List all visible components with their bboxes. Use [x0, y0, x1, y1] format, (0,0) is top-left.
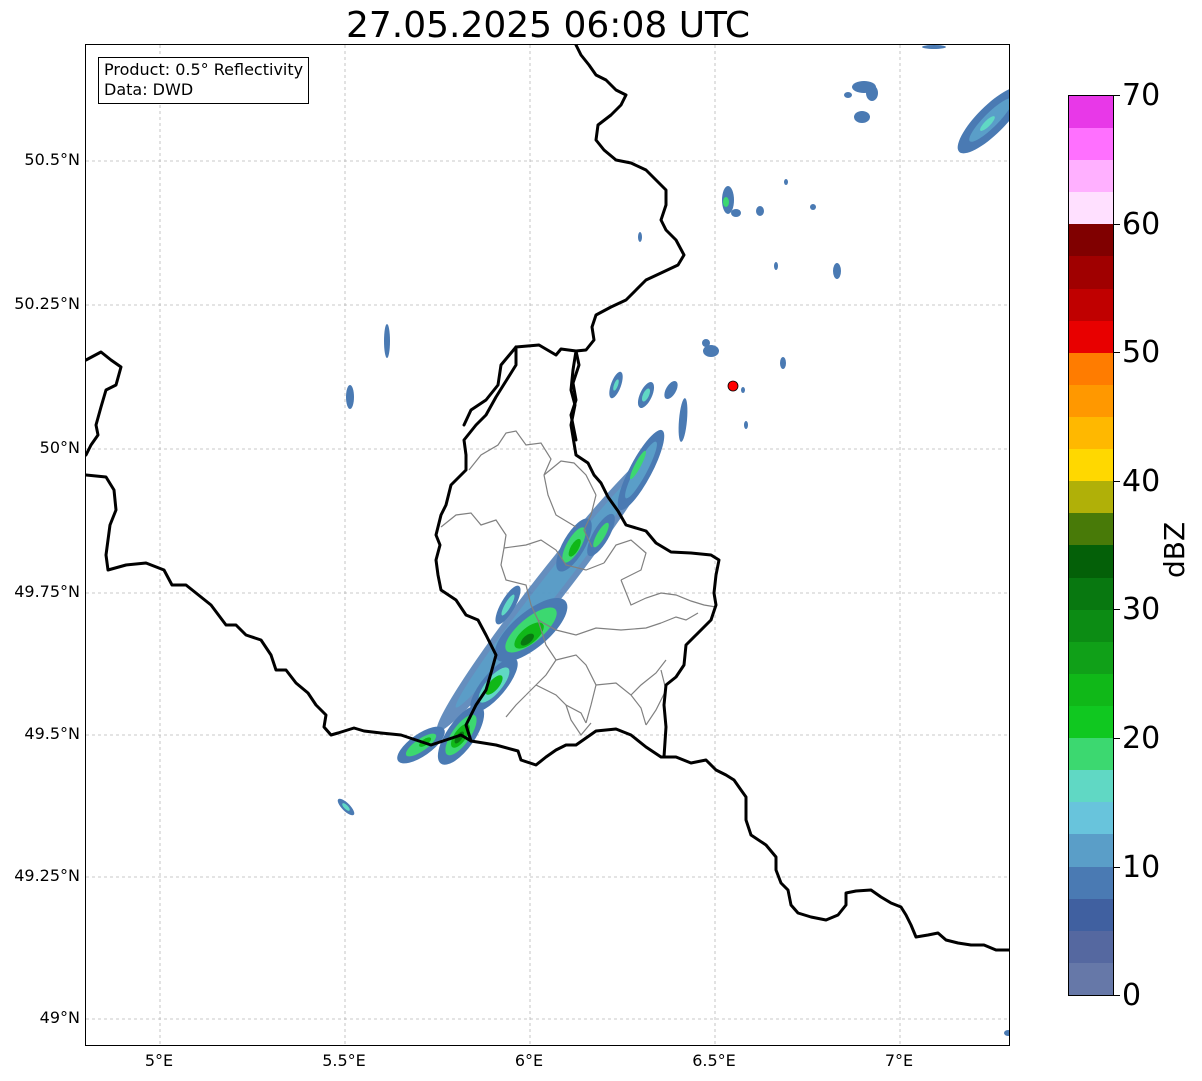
colorbar-segment [1069, 706, 1113, 739]
cbar-tick-mark-50 [1114, 352, 1120, 353]
national-borders [86, 45, 1009, 952]
cbar-tick-mark-70 [1114, 95, 1120, 96]
echo-cell-j [664, 380, 678, 400]
lon-tick-7: 7°E [884, 1051, 914, 1070]
cbar-tick-mark-10 [1114, 867, 1120, 868]
echo-cell-c2 [495, 585, 521, 625]
colorbar-segment [1069, 577, 1113, 610]
cbar-tick-70: 70 [1122, 78, 1161, 113]
colorbar-segment [1069, 866, 1113, 899]
echo-ne [957, 86, 1009, 154]
cbar-tick-60: 60 [1122, 207, 1161, 242]
colorbar-segment [1069, 256, 1113, 289]
colorbar-segment [1069, 481, 1113, 514]
colorbar-segment [1069, 738, 1113, 771]
product-info-box: Product: 0.5° Reflectivity Data: DWD [98, 57, 310, 104]
echo-cell-f [617, 429, 665, 511]
colorbar-segment [1069, 352, 1113, 385]
colorbar-segment [1069, 609, 1113, 642]
colorbar-segment [1069, 641, 1113, 674]
colorbar-segment [1069, 449, 1113, 482]
colorbar-segment [1069, 384, 1113, 418]
echo-cell-e [587, 513, 615, 557]
gridlines [86, 45, 1009, 1045]
region-borders [440, 430, 717, 737]
lon-tick-5-5: 5.5°E [322, 1051, 366, 1070]
cbar-tick-mark-30 [1114, 609, 1120, 610]
lat-tick-49-75: 49.75°N [14, 582, 80, 601]
colorbar-segment [1069, 95, 1113, 129]
echo-cell-h [609, 371, 623, 399]
cbar-tick-0: 0 [1122, 978, 1142, 1013]
lat-tick-49-5: 49.5°N [24, 724, 80, 743]
cbar-tick-50: 50 [1122, 335, 1161, 370]
colorbar-label: dBZ [1158, 521, 1191, 578]
radar-site-marker [727, 380, 739, 392]
lat-tick-49: 49°N [39, 1008, 80, 1027]
lat-tick-50-5: 50.5°N [24, 150, 80, 169]
cbar-tick-20: 20 [1122, 721, 1161, 756]
map-canvas [86, 45, 1009, 1045]
colorbar-segment [1069, 930, 1113, 963]
echo-cell-c [494, 597, 568, 663]
colorbar-segment [1069, 192, 1113, 225]
data-source-label: Data: DWD [104, 80, 194, 99]
colorbar-segment [1069, 545, 1113, 578]
radar-map[interactable]: Product: 0.5° Reflectivity Data: DWD [85, 44, 1010, 1046]
colorbar-segment [1069, 770, 1113, 803]
product-label: Product: 0.5° Reflectivity [104, 60, 304, 79]
lat-tick-50-25: 50.25°N [14, 294, 80, 313]
colorbar-segment [1069, 417, 1113, 450]
cbar-tick-mark-20 [1114, 738, 1120, 739]
colorbar-segment [1069, 834, 1113, 867]
echo-cell-g [637, 382, 655, 408]
colorbar-segment [1069, 128, 1113, 161]
cbar-tick-mark-0 [1114, 995, 1120, 996]
lon-tick-5: 5°E [144, 1051, 174, 1070]
lon-tick-6: 6°E [514, 1051, 544, 1070]
cbar-tick-mark-60 [1114, 224, 1120, 225]
colorbar-segment [1069, 288, 1113, 321]
colorbar-segment [1069, 673, 1113, 707]
radar-echoes [337, 45, 1009, 1036]
cbar-tick-40: 40 [1122, 464, 1161, 499]
cbar-tick-10: 10 [1122, 850, 1161, 885]
colorbar [1068, 95, 1114, 996]
colorbar-segment [1069, 513, 1113, 546]
lat-tick-49-25: 49.25°N [14, 866, 80, 885]
colorbar-segment [1069, 224, 1113, 257]
lat-tick-50: 50°N [39, 438, 80, 457]
echo-cell-d [556, 518, 592, 572]
cbar-tick-30: 30 [1122, 592, 1161, 627]
colorbar-segment [1069, 160, 1113, 193]
map-title: 27.05.2025 06:08 UTC [345, 5, 751, 46]
echo-cell-b [470, 657, 518, 713]
colorbar-segment [1069, 320, 1113, 353]
colorbar-segment [1069, 898, 1113, 931]
lon-tick-6-5: 6.5°E [692, 1051, 736, 1070]
cbar-tick-mark-40 [1114, 481, 1120, 482]
echo-cell-i [678, 398, 688, 442]
colorbar-segment [1069, 962, 1113, 995]
colorbar-segment [1069, 802, 1113, 835]
